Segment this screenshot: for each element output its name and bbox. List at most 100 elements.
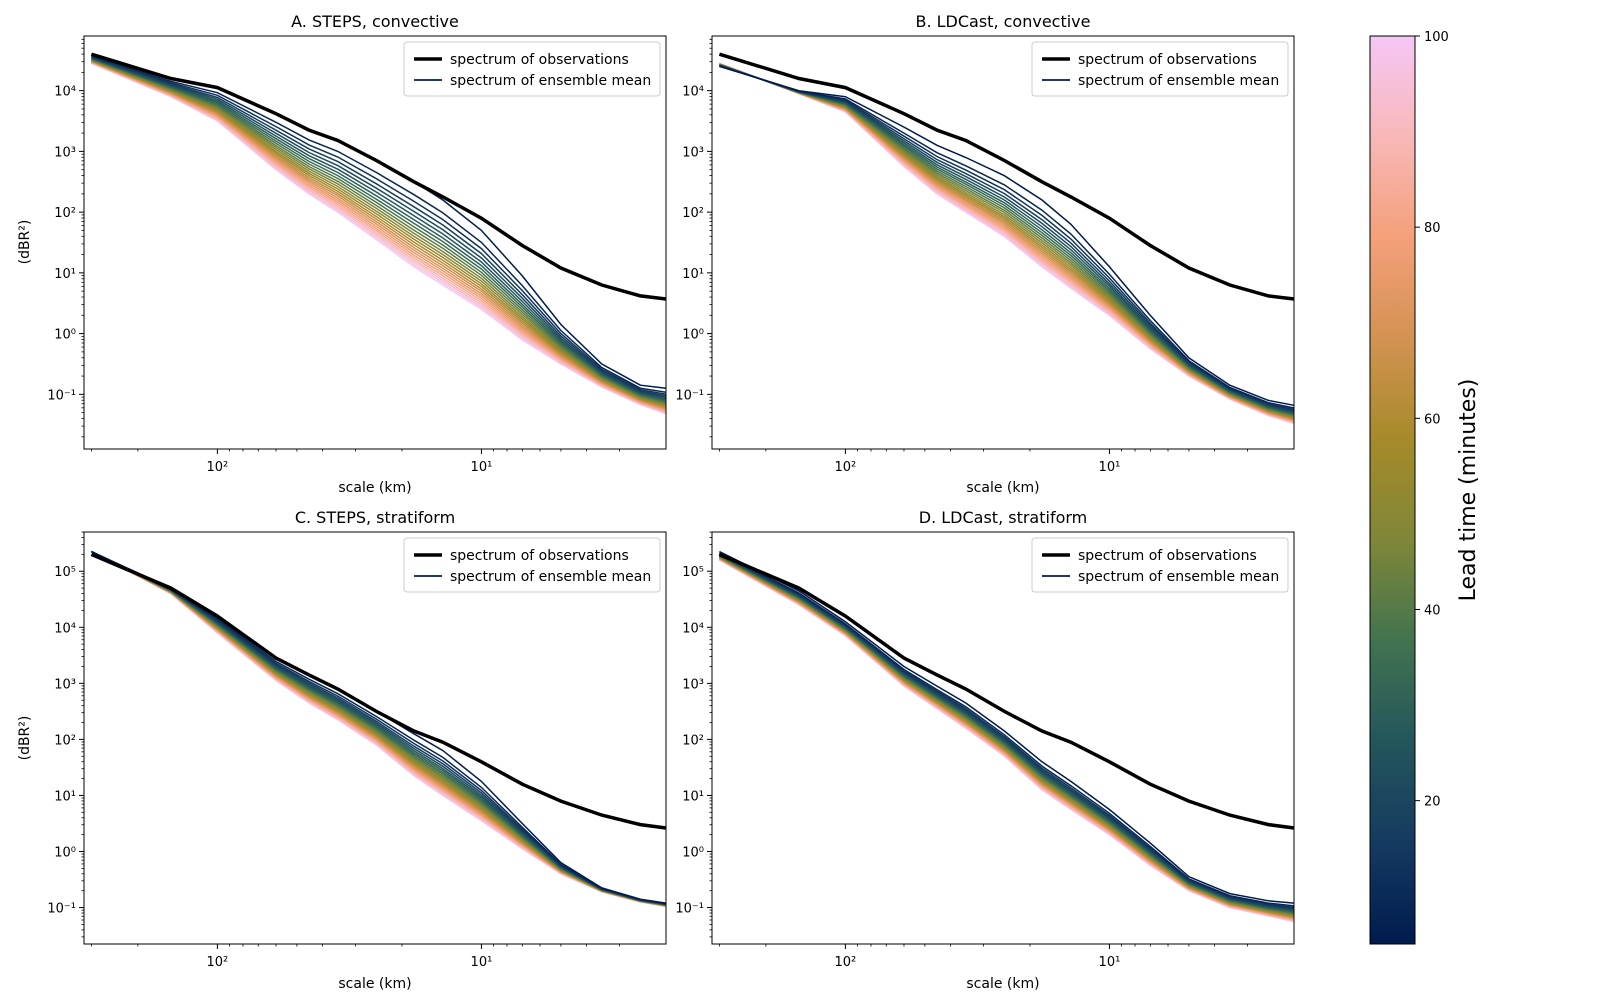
panel-d-legend-label: spectrum of observations [1078,548,1257,564]
panel-c-ytick-label: 10¹ [54,789,76,804]
panel-b-plot: 10⁴ 10³ 10² 10¹ 10⁰ 10⁻¹ 10² 10¹ spectrum of obs… [675,35,1295,475]
panel-a-ensemble-line [91,58,667,405]
panel-a-ensemble-line [91,54,667,393]
colorbar-tick-label: 40 [1424,603,1441,618]
panel-b-ytick-label: 10⁰ [682,328,704,343]
panel-b-ensemble-lines [719,62,1295,425]
panel-b-ensemble-line [719,65,1295,407]
panel-a-ytick-label: 10³ [54,145,76,160]
panel-b-xtick-label: 10² [835,460,857,475]
panel-b-ensemble-line [719,64,1295,416]
panel-d-ensemble-line [719,550,1295,904]
panel-c-legend-label: spectrum of ensemble mean [450,569,651,585]
panel-b-ensemble-line [719,63,1295,421]
panel-b-ensemble-line [719,63,1295,417]
panel-a-ytick-label: 10⁴ [54,85,76,100]
panel-a-legend-label: spectrum of ensemble mean [450,73,651,89]
panel-d-ensemble-line [719,552,1295,907]
panel-c-observations-line [90,552,667,830]
panel-a-ensemble-line [91,60,667,408]
panel-c-legend-box [403,537,661,593]
panel-d-ytick-label: 10³ [682,677,704,692]
panel-c-ensemble-line [91,550,667,905]
panel-a: A. STEPS, convective scale (km) (dBR²) 1… [17,12,667,496]
colorbar-tick-label: 100 [1424,30,1449,45]
panel-a-xtick-label: 10¹ [471,460,493,475]
colorbar-gradient [1369,35,1416,945]
panel-a-ensemble-line [91,56,667,397]
panel-b-ytick-label: 10¹ [682,267,704,282]
panel-c-title: C. STEPS, stratiform [295,508,455,527]
panel-d-ytick-label: 10⁻¹ [675,902,704,917]
panel-d-ytick-label: 10⁰ [682,846,704,861]
panel-c-ytick-label: 10³ [54,677,76,692]
panel-d-observations-line [718,552,1295,830]
panel-b-ensemble-line [719,62,1295,424]
panel-c-legend: spectrum of observations spectrum of ense… [403,537,661,593]
panel-a-ytick-label: 10⁻¹ [47,388,76,403]
panel-b-ensemble-line [719,62,1295,423]
panel-c-xlabel: scale (km) [338,976,411,992]
panel-c-ytick-label: 10⁴ [54,621,76,636]
panel-b-ytick-label: 10⁴ [682,85,704,100]
panel-d-ensemble-line [719,556,1295,916]
panel-b-ensemble-line [719,62,1295,424]
panel-a-plot: 10⁴ 10³ 10² 10¹ 10⁰ 10⁻¹ 10² 10¹ spectrum of obs… [47,35,667,475]
panel-d-frame [711,531,1295,945]
panel-a-frame [83,35,667,450]
colorbar: 20 40 60 80 100 Lead time (minutes) [1369,30,1481,945]
panel-d-ensemble-line [719,553,1295,910]
panel-d-ytick-label: 10⁵ [682,565,704,580]
panel-a-ensemble-line [91,57,667,400]
panel-c-ytick-label: 10⁻¹ [47,902,76,917]
panel-d-ytick-label: 10¹ [682,789,704,804]
panel-d-title: D. LDCast, stratiform [919,508,1088,527]
panel-b-ensemble-line [719,63,1295,418]
panel-a-ensemble-line [91,57,667,402]
panel-c-ensemble-lines [91,550,667,908]
panel-b-ytick-label: 10² [682,206,704,221]
panel-a-ensemble-line [91,56,667,398]
panel-b-xlabel: scale (km) [966,480,1039,496]
panel-a-ensemble-line [91,59,667,407]
panel-b-frame [711,35,1295,450]
panel-b-ensemble-line [719,64,1295,415]
panel-c-frame [83,531,667,945]
panel-b-ensemble-line [719,64,1295,411]
panel-d-ensemble-line [719,552,1295,909]
panel-a-ytick-label: 10⁰ [54,328,76,343]
panel-a-title: A. STEPS, convective [291,12,459,31]
panel-a-ensemble-line [91,55,667,395]
panel-d-ytick-label: 10² [682,733,704,748]
panel-a-ytick-label: 10¹ [54,267,76,282]
panel-b-ensemble-line [719,63,1295,419]
panel-b-title: B. LDCast, convective [915,12,1090,31]
panel-b-legend-box [1031,41,1289,97]
panel-d-xlabel: scale (km) [966,976,1039,992]
panel-b-ytick-label: 10³ [682,145,704,160]
panel-c-ensemble-line [91,550,667,906]
panel-a-ensemble-line [91,59,667,406]
panel-b-ensemble-line [719,63,1295,422]
panel-a-ylabel: (dBR²) [17,220,33,265]
panel-c-plot: 10⁵ 10⁴ 10³ 10² 10¹ 10⁰ 10⁻¹ 10² 10¹ spectrum of … [47,531,667,970]
panel-d-plot: 10⁵ 10⁴ 10³ 10² 10¹ 10⁰ 10⁻¹ 10² 10¹ spectrum of … [675,531,1295,970]
panel-b-ytick-label: 10⁻¹ [675,388,704,403]
colorbar-label: Lead time (minutes) [1456,379,1481,602]
panel-a-ensemble-line [91,57,667,401]
panel-a-legend: spectrum of observations spectrum of ense… [403,41,661,97]
panel-c-xtick-label: 10² [207,955,229,970]
panel-b-ensemble-line [719,63,1295,421]
panel-c: C. STEPS, stratiform scale (km) (dBR²) 1… [17,508,667,992]
panel-a-ensemble-line [91,58,667,403]
panel-a-observations-line [90,52,667,301]
panel-a-ensemble-lines [91,53,667,415]
panel-a-xlabel: scale (km) [338,480,411,496]
panel-c-xtick-label: 10¹ [471,955,493,970]
panel-b-ensemble-line [719,62,1295,423]
colorbar-tick-label: 60 [1424,412,1441,427]
panel-c-ytick-label: 10² [54,733,76,748]
panel-d-ensemble-lines [719,550,1295,923]
panel-b-ensemble-line [719,63,1295,418]
